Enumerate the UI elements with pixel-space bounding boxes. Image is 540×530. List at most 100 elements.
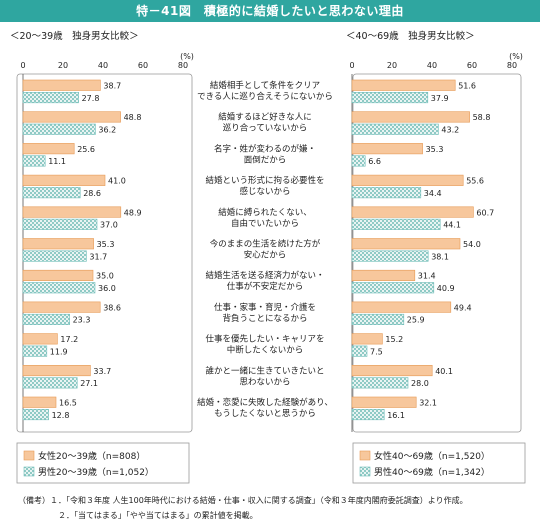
data-label: 48.8	[124, 113, 142, 122]
category-label: 自由でいたいから	[231, 218, 299, 229]
category-label: 感じないから	[239, 186, 290, 197]
x-tick-label: 60	[467, 61, 477, 70]
data-label: 6.6	[368, 157, 381, 166]
data-label: 33.7	[93, 367, 111, 376]
female-bar	[351, 238, 461, 250]
female-bar	[22, 111, 121, 123]
category-label: 巡り合っていないから	[223, 123, 308, 134]
category-label: 結婚生活を送る経済力がない・	[205, 270, 324, 281]
male-bar	[351, 123, 439, 135]
data-label: 11.9	[50, 347, 68, 356]
legend-box-1	[16, 442, 190, 484]
category-label: 今のままの生活を続けた方が	[210, 239, 321, 250]
data-label: 16.5	[59, 399, 77, 408]
data-label: 17.2	[60, 335, 78, 344]
legend-entry: 男性20～39歳（n=1,052）	[38, 466, 154, 478]
legend-entry: 男性40～69歳（n=1,342）	[374, 466, 490, 478]
data-label: 37.0	[100, 221, 118, 230]
category-label: 仕事を優先したい・キャリアを	[205, 334, 324, 345]
data-label: 27.1	[80, 379, 98, 388]
female-bar	[351, 111, 470, 123]
category-label: 背負うことになるから	[222, 313, 307, 324]
data-label: 40.9	[437, 284, 455, 293]
male-bar	[351, 92, 429, 104]
data-label: 48.9	[124, 208, 142, 217]
female-bar	[351, 143, 423, 155]
panel-title-1: ＜20～39歳 独身男女比較＞	[10, 30, 139, 42]
x-tick-label: 40	[98, 61, 108, 70]
data-label: 23.3	[73, 316, 91, 325]
data-label: 32.1	[419, 399, 437, 408]
female-bar	[22, 238, 94, 250]
data-label: 44.1	[443, 221, 461, 230]
legend-swatch	[23, 450, 35, 461]
male-bar	[351, 345, 368, 357]
data-label: 28.0	[411, 379, 429, 388]
data-label: 43.2	[441, 126, 459, 135]
male-bar	[351, 155, 366, 167]
male-bar	[22, 250, 87, 262]
male-bar	[351, 187, 422, 199]
data-label: 15.2	[385, 335, 403, 344]
data-label: 55.6	[466, 177, 484, 186]
female-bar	[22, 206, 122, 218]
data-label: 38.6	[103, 303, 121, 312]
legend-swatch	[359, 450, 371, 461]
x-tick-label: 80	[178, 61, 188, 70]
category-label: できる人に巡り合えそうにないから	[197, 91, 333, 102]
x-tick-label: 40	[427, 61, 437, 70]
data-label: 41.0	[108, 177, 126, 186]
female-bar	[22, 143, 75, 155]
female-bar	[22, 396, 57, 408]
chart: ＜20～39歳 独身男女比較＞ (%) 0 20 40 60 80 38.727.8 48.8 3…	[10, 30, 526, 520]
category-label: 仕事が不安定だから	[227, 281, 304, 292]
data-label: 40.1	[435, 367, 453, 376]
data-label: 7.5	[370, 347, 383, 356]
female-bar	[351, 396, 417, 408]
male-bar	[22, 345, 48, 357]
male-bar	[22, 123, 96, 135]
male-bar	[351, 377, 409, 389]
female-bar	[351, 79, 456, 91]
category-label: もうしたくないと思うから	[214, 409, 316, 419]
female-bar	[22, 269, 94, 281]
category-label: 思わないから	[239, 377, 290, 387]
note-2: ２．「当てはまる」「やや当てはまる」の累計値を掲載。	[58, 510, 258, 520]
female-bar	[351, 206, 474, 218]
male-bar	[22, 282, 96, 294]
note-1: （備考）１．「令和３年度 人生100年時代における結婚・仕事・収入に関する調査」…	[18, 495, 468, 505]
x-tick-label: 80	[507, 61, 517, 70]
category-label: 結婚相手として条件をクリア	[210, 80, 320, 91]
data-label: 35.0	[96, 272, 114, 281]
male-bar	[22, 187, 81, 199]
female-bar	[351, 174, 464, 186]
legend-box-2	[352, 442, 526, 484]
legend-swatch	[23, 466, 35, 477]
category-label: 誰かと一緒に生きていきたいと	[205, 365, 324, 376]
data-label: 36.2	[98, 126, 116, 135]
legend-entry: 女性20～39歳（n=808）	[38, 450, 145, 462]
legend-swatch	[359, 466, 371, 477]
female-bar	[351, 269, 416, 281]
data-label: 49.4	[454, 303, 472, 312]
data-label: 51.6	[458, 82, 476, 91]
data-label: 25.6	[77, 145, 95, 154]
male-bar	[22, 92, 79, 104]
panel-frame-1	[16, 73, 193, 433]
panel-title-2: ＜40～69歳 独身男女比較＞	[346, 30, 475, 42]
category-label: 中断したくないから	[227, 345, 304, 356]
category-label: 安心だから	[244, 250, 287, 261]
category-label: 結婚するほど好きな人に	[218, 112, 312, 123]
x-tick-label: 0	[20, 61, 25, 70]
male-bar	[351, 408, 385, 421]
data-label: 31.7	[89, 252, 107, 261]
female-bar	[22, 333, 58, 345]
male-bar	[351, 282, 435, 294]
male-bar	[22, 155, 46, 167]
male-bar	[22, 408, 49, 421]
x-tick-label: 60	[138, 61, 148, 70]
data-label: 35.3	[97, 240, 115, 249]
data-label: 16.1	[387, 411, 405, 420]
female-bar	[22, 79, 101, 91]
unit-label-2: (%)	[509, 52, 523, 61]
